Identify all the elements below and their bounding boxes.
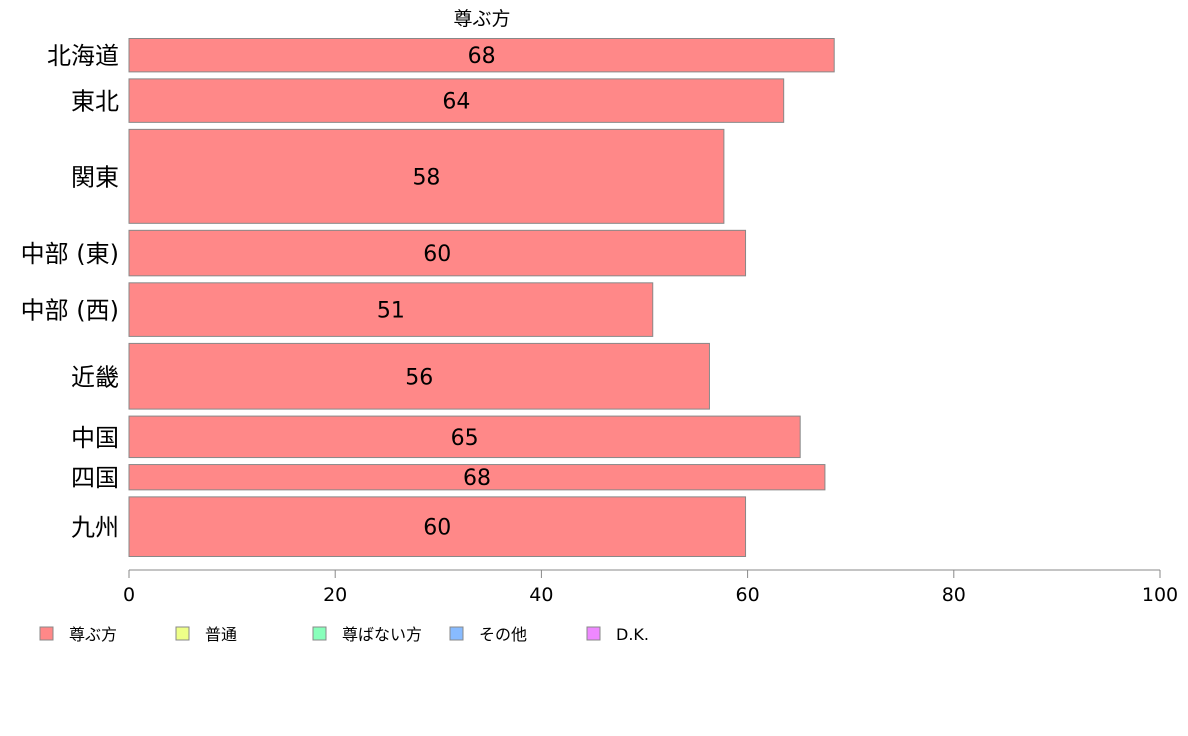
legend-swatch-1 [175, 626, 190, 641]
bar-5 [128, 342, 710, 410]
legend-swatch-4 [586, 626, 601, 641]
legend-label-0: 尊ぶ方 [69, 625, 117, 644]
legend-label-4: D.K. [616, 625, 649, 644]
category-label-6: 中国 [71, 424, 119, 452]
x-tick-label-4: 80 [942, 584, 966, 606]
bar-2 [128, 128, 725, 224]
data-label-0: 68 [468, 44, 496, 69]
x-tick-label-2: 40 [529, 584, 553, 606]
data-label-7: 68 [463, 466, 491, 491]
data-label-1: 64 [442, 90, 470, 115]
data-label-6: 65 [451, 426, 479, 451]
bar-6 [128, 415, 801, 459]
data-label-4: 51 [377, 299, 405, 324]
legend: 尊ぶ方 普通 尊ばない方 その他 D.K. [39, 625, 649, 644]
x-tick-label-1: 20 [323, 584, 347, 606]
x-tick-label-5: 100 [1142, 584, 1178, 606]
data-label-3: 60 [423, 242, 451, 267]
category-label-7: 四国 [71, 464, 119, 492]
category-label-8: 九州 [71, 514, 119, 542]
data-label-5: 56 [405, 365, 433, 390]
legend-label-3: その他 [479, 625, 527, 644]
bar-7 [128, 464, 826, 491]
bars-group: 68 北海道 64 東北 58 関東 60 中部 (東) 51 中部 (西) 56 近畿 65 中国 68 四… [21, 38, 835, 558]
category-label-1: 東北 [71, 88, 119, 116]
data-label-2: 58 [412, 165, 440, 190]
bar-1 [128, 78, 785, 123]
bar-4 [128, 282, 654, 337]
x-tick-label-0: 0 [123, 584, 135, 606]
chart-title: 尊ぶ方 [453, 8, 510, 30]
category-label-3: 中部 (東) [21, 240, 119, 268]
x-axis: 0 20 40 60 80 100 [123, 569, 1178, 606]
category-label-2: 関東 [71, 163, 119, 191]
bar-0 [128, 38, 835, 73]
legend-label-2: 尊ばない方 [342, 625, 422, 644]
bar-3 [128, 229, 747, 277]
bar-8 [128, 496, 747, 558]
category-label-4: 中部 (西) [21, 297, 119, 325]
legend-swatch-0 [39, 626, 54, 641]
category-label-0: 北海道 [47, 42, 119, 70]
legend-label-1: 普通 [205, 625, 237, 644]
x-tick-label-3: 60 [736, 584, 760, 606]
legend-swatch-3 [449, 626, 464, 641]
data-label-8: 60 [423, 516, 451, 541]
legend-swatch-2 [312, 626, 327, 641]
category-label-5: 近畿 [71, 363, 119, 391]
